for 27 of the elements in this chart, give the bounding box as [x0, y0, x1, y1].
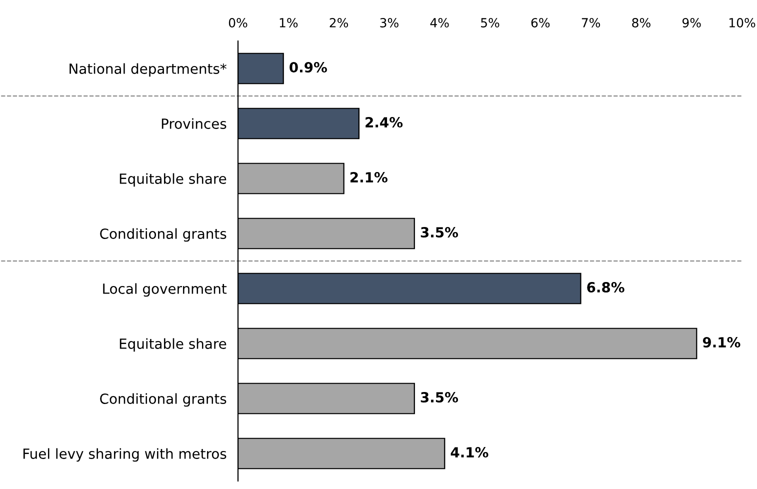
x-tick-label: 2% — [330, 18, 348, 28]
x-tick-label: 4% — [430, 18, 449, 28]
x-tick-label: 5% — [481, 18, 500, 28]
y-tick-label: Equitable share — [120, 338, 226, 352]
x-tick-label: 6% — [531, 18, 550, 28]
x-tick-label: 1% — [280, 18, 298, 28]
x-tick-label: 0% — [228, 18, 248, 28]
x-tick-label: 9% — [682, 18, 701, 28]
x-tick-label: 3% — [380, 18, 398, 28]
y-tick-label: Fuel levy sharing with metros — [23, 448, 226, 462]
x-tick-label: 10% — [729, 18, 756, 28]
y-tick-label: Equitable share — [120, 173, 226, 187]
data-label: 4.1% — [450, 447, 488, 458]
x-tick-label: 8% — [632, 18, 650, 28]
y-tick-label: Conditional grants — [100, 393, 226, 407]
data-label: 3.5% — [420, 227, 458, 238]
data-label: 2.4% — [366, 117, 403, 128]
y-tick-label: Conditional grants — [100, 228, 226, 242]
data-label: 2.1% — [350, 172, 388, 183]
data-label: 0.9% — [290, 62, 327, 73]
data-label: 6.8% — [587, 282, 624, 293]
data-label: 3.5% — [420, 392, 458, 403]
y-tick-label: National departments* — [70, 63, 226, 77]
y-tick-label: Local government — [103, 283, 227, 297]
y-tick-label: Provinces — [162, 118, 226, 129]
x-tick-label: 7% — [582, 18, 600, 28]
data-label: 9.1% — [702, 337, 740, 348]
